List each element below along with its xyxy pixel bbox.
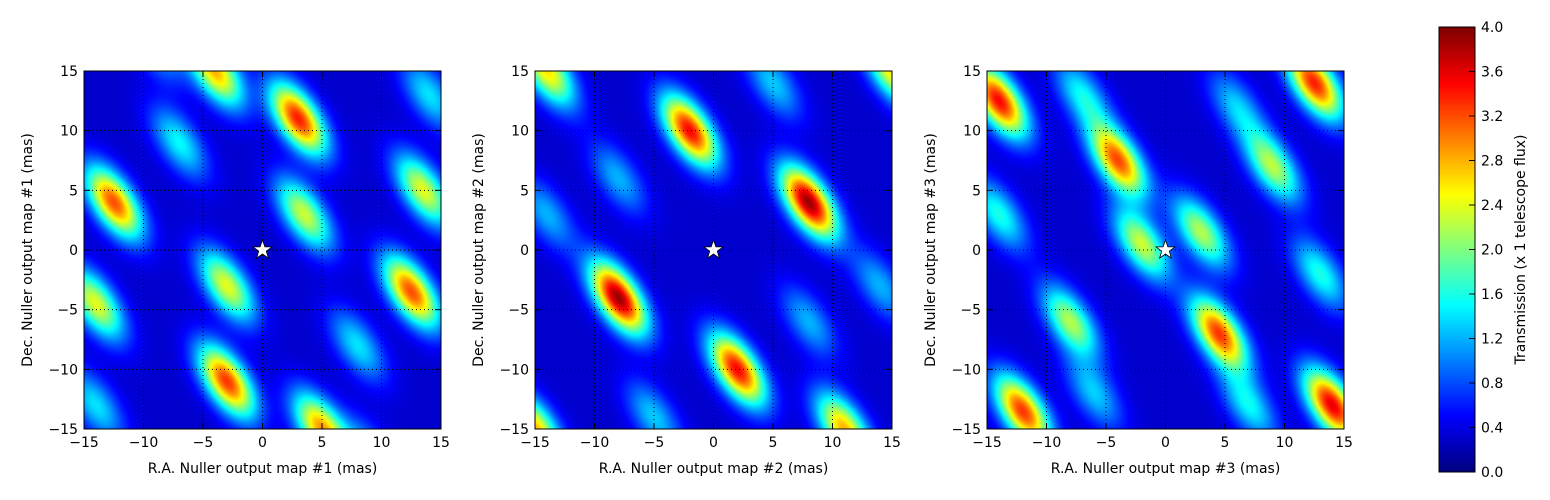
colorbar-tick-label: 3.6 xyxy=(1481,65,1503,81)
x-tick-label: 15 xyxy=(1335,435,1353,451)
y-tick-label: −15 xyxy=(499,422,529,438)
colorbar-axis: 0.0 0.4 0.8 1.2 1.6 2.0 2.4 2.8 3.2 3.6 4.0 Transmi… xyxy=(1438,20,1529,481)
x-axis-label: R.A. Nuller output map #1 (mas) xyxy=(148,461,378,477)
colorbar-tick-label: 1.2 xyxy=(1481,332,1503,348)
y-tick-label: −10 xyxy=(951,362,981,378)
x-tick-label: 5 xyxy=(769,435,778,451)
x-tick-label: −10 xyxy=(129,435,159,451)
star-marker xyxy=(251,238,274,260)
colorbar-tick-label: 4.0 xyxy=(1481,20,1503,36)
y-tick-label: −10 xyxy=(499,362,529,378)
y-tick-label: 10 xyxy=(511,124,529,140)
y-tick-label: −5 xyxy=(508,303,529,319)
x-tick-label: 10 xyxy=(824,435,842,451)
axes-frame xyxy=(534,70,893,430)
y-tick-label: −15 xyxy=(48,422,78,438)
y-tick-label: 15 xyxy=(963,64,981,80)
y-tick-label: 10 xyxy=(60,124,78,140)
y-tick-label: 5 xyxy=(520,183,529,199)
x-tick-label: 5 xyxy=(1221,435,1230,451)
colorbar-tick-label: 2.4 xyxy=(1481,198,1503,214)
y-tick-label: −5 xyxy=(960,303,981,319)
axes-panel-2: −15−15 −10 −10 −5 −5 0 0 5 5 10 10 15 15 R.A. Nuller … xyxy=(471,64,901,477)
colorbar-tick-label: 0.0 xyxy=(1481,465,1503,481)
y-tick-label: 0 xyxy=(972,243,981,259)
x-tick-label: −5 xyxy=(644,435,665,451)
y-tick-label: 10 xyxy=(963,124,981,140)
colorbar-tick-label: 1.6 xyxy=(1481,287,1503,303)
y-tick-label: 15 xyxy=(511,64,529,80)
y-tick-label: 0 xyxy=(69,243,78,259)
y-tick-label: 15 xyxy=(60,64,78,80)
x-tick-label: 10 xyxy=(1276,435,1294,451)
y-axis-label: Dec. Nuller output map #3 (mas) xyxy=(923,133,939,367)
colorbar-tick-label: 2.8 xyxy=(1481,154,1503,170)
star-marker xyxy=(702,238,725,260)
x-tick-label: −5 xyxy=(1096,435,1117,451)
star-marker xyxy=(1154,238,1177,260)
x-tick-label: 15 xyxy=(883,435,901,451)
colorbar-tick-label: 2.0 xyxy=(1481,243,1503,259)
x-tick-label: −10 xyxy=(1032,435,1062,451)
y-tick-label: −5 xyxy=(57,303,78,319)
x-tick-label: 0 xyxy=(1161,435,1170,451)
x-tick-label: −5 xyxy=(193,435,214,451)
axes-frame xyxy=(986,70,1345,430)
x-tick-label: 0 xyxy=(709,435,718,451)
x-axis-label: R.A. Nuller output map #2 (mas) xyxy=(599,461,829,477)
x-tick-label: 15 xyxy=(432,435,450,451)
colorbar-tick-label: 3.2 xyxy=(1481,109,1503,125)
y-axis-label: Dec. Nuller output map #1 (mas) xyxy=(20,133,36,367)
x-tick-label: −15 xyxy=(520,435,550,451)
y-tick-label: 5 xyxy=(972,183,981,199)
axes-panel-1: −15−15 −10 −10 −5 −5 0 0 5 5 10 10 15 15 R.A. Nuller … xyxy=(20,64,450,477)
y-tick-label: 5 xyxy=(69,183,78,199)
y-tick-label: −10 xyxy=(48,362,78,378)
y-tick-label: 0 xyxy=(520,243,529,259)
colorbar-label: Transmission (x 1 telescope flux) xyxy=(1513,135,1529,366)
axes-frame xyxy=(83,70,442,430)
colorbar-tick-label: 0.4 xyxy=(1481,421,1503,437)
colorbar-tick-label: 0.8 xyxy=(1481,376,1503,392)
x-tick-label: −10 xyxy=(580,435,610,451)
x-tick-label: 0 xyxy=(258,435,267,451)
x-tick-label: −15 xyxy=(972,435,1002,451)
x-axis-label: R.A. Nuller output map #3 (mas) xyxy=(1051,461,1281,477)
y-tick-label: −15 xyxy=(951,422,981,438)
x-tick-label: −15 xyxy=(69,435,99,451)
axes-panel-3: −15−15 −10 −10 −5 −5 0 0 5 5 10 10 15 15 R.A. Nuller … xyxy=(923,64,1353,477)
x-tick-label: 10 xyxy=(373,435,391,451)
x-tick-label: 5 xyxy=(318,435,327,451)
y-axis-label: Dec. Nuller output map #2 (mas) xyxy=(471,133,487,367)
